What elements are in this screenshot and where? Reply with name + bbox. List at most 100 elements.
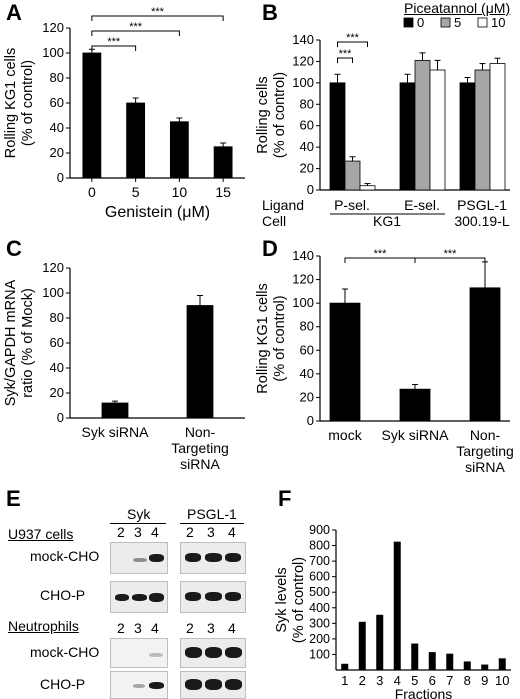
cell-label: KG1 (373, 213, 401, 229)
y-tick-label: 600 (309, 570, 330, 584)
blot-u937-chop-syk (110, 581, 168, 613)
y-axis-label: (% of control) (272, 295, 288, 381)
significance-bracket (337, 57, 353, 63)
lane-n-syk-4: 4 (151, 620, 159, 636)
lane-psgl-4: 4 (228, 524, 236, 540)
y-axis-label: (% of control) (272, 72, 288, 158)
ligand-label: P-sel. (334, 197, 370, 213)
panel-letter-a: A (6, 0, 22, 25)
y-tick-label: 500 (309, 585, 330, 599)
bar-d-2 (469, 287, 501, 422)
bar-E-sel.-5 (414, 59, 431, 191)
lane-n-syk-3: 3 (134, 620, 142, 636)
y-tick-label: 140 (292, 248, 314, 263)
y-tick-label: 80 (50, 310, 64, 325)
blot-n-chop-psgl1 (180, 671, 246, 699)
lane-syk-4: 4 (151, 524, 159, 540)
legend-swatch-5 (440, 17, 451, 28)
x-axis-label: Fractions (395, 686, 453, 699)
bar-P-sel.-0 (329, 82, 346, 191)
x-tick-label: 5 (132, 184, 140, 200)
x-tick-label: 15 (215, 184, 231, 200)
y-tick-label: 40 (50, 120, 64, 135)
x-tick-label: 6 (429, 673, 436, 688)
x-tick-label: siRNA (180, 456, 220, 472)
significance-bracket (414, 257, 486, 263)
lane-n-psgl-4: 4 (228, 620, 236, 636)
lane-syk-3: 3 (134, 524, 142, 540)
bar-c-0 (101, 402, 129, 419)
y-tick-label: 20 (50, 145, 64, 160)
y-tick-label: 20 (300, 389, 314, 404)
x-tick-label: Syk siRNA (82, 424, 150, 440)
lane-psgl-3: 3 (207, 524, 215, 540)
y-tick-label: 140 (292, 32, 314, 47)
significance-bracket (91, 45, 137, 51)
y-tick-label: 60 (50, 335, 64, 350)
bar-fraction-6 (428, 652, 436, 670)
bar-P-sel.-10 (359, 185, 376, 191)
panel-e: Syk PSGL-1 2 3 4 2 3 4 U937 cells mock-C… (0, 486, 270, 699)
y-tick-label: 40 (300, 139, 314, 154)
bar-PSGL-1-10 (489, 63, 506, 191)
y-tick-label: 120 (292, 53, 314, 68)
y-tick-label: 40 (50, 360, 64, 375)
lane-syk-2: 2 (117, 524, 125, 540)
x-tick-label: 4 (394, 673, 401, 688)
y-tick-label: 700 (309, 554, 330, 568)
bar-fraction-2 (358, 621, 366, 670)
x-tick-label: 1 (341, 673, 348, 688)
bar-c-1 (186, 305, 214, 419)
row-label-ligand: Ligand (262, 197, 304, 213)
chart-c: 0 20 40 60 80 100 120 Syk/GAPDH mRNA ratio (% of… (3, 260, 245, 472)
row-label-n-mock: mock-CHO (30, 644, 100, 660)
y-tick-label: 0 (57, 410, 64, 425)
y-tick-label: 900 (309, 523, 330, 537)
panel-letter-d: D (262, 236, 278, 261)
y-tick-label: 400 (309, 601, 330, 615)
x-tick-label: 10 (495, 673, 509, 688)
y-tick-label: 80 (300, 319, 314, 334)
bar-PSGL-1-5 (474, 69, 491, 191)
x-tick-label: Non- (470, 427, 501, 443)
row-label-u937-chop: CHO-P (40, 587, 86, 603)
bar-fraction-1 (341, 663, 349, 670)
x-tick-label: 10 (172, 184, 188, 200)
bar-10 (169, 121, 189, 179)
legend-swatch-10 (477, 17, 488, 28)
y-tick-label: 20 (50, 385, 64, 400)
y-tick-label: 100 (42, 45, 64, 60)
lane-n-psgl-2: 2 (186, 620, 194, 636)
legend-label-0: 0 (417, 15, 424, 30)
x-tick-label: 8 (464, 673, 471, 688)
significance-label: *** (374, 248, 388, 260)
panel-letter-e: E (6, 486, 21, 511)
significance-label: *** (129, 21, 143, 33)
y-tick-label: 100 (309, 647, 330, 661)
x-tick-label: Targeting (456, 443, 514, 459)
legend-label-10: 10 (491, 15, 505, 30)
y-tick-label: 20 (300, 161, 314, 176)
ligand-label: PSGL-1 (457, 197, 507, 213)
y-tick-label: 60 (300, 118, 314, 133)
y-axis-label: (% of control) (291, 557, 307, 643)
syk-underline (110, 523, 166, 524)
blot-n-mock-syk (110, 638, 168, 668)
panel-letter-c: C (6, 236, 22, 261)
bar-fraction-7 (446, 653, 454, 670)
significance-label: *** (107, 36, 121, 48)
y-axis-label: Syk/GAPDH mRNA (3, 279, 19, 406)
ligand-label: E-sel. (404, 197, 440, 213)
panel-letter-b: B (262, 0, 278, 25)
legend-label-5: 5 (454, 15, 461, 30)
significance-label: *** (444, 248, 458, 260)
y-axis-label: Rolling KG1 cells (255, 283, 271, 393)
lane-n-psgl-3: 3 (207, 620, 215, 636)
lane-n-syk-2: 2 (117, 620, 125, 636)
bar-E-sel.-10 (429, 69, 446, 191)
x-tick-label: siRNA (465, 459, 505, 475)
blot-group-psgl1: PSGL-1 (187, 506, 237, 522)
y-tick-label: 800 (309, 539, 330, 553)
